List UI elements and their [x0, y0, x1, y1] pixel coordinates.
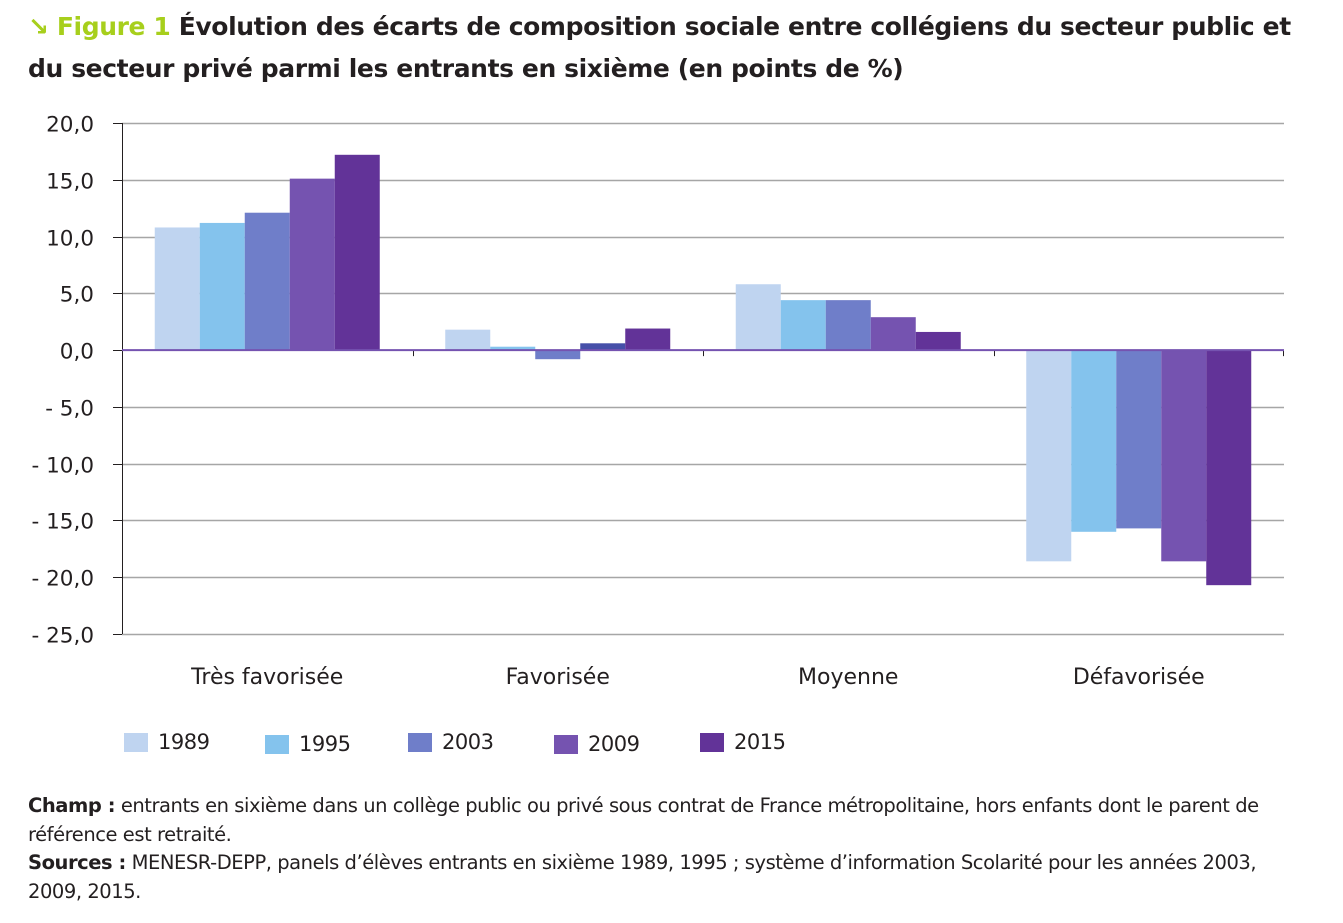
bars	[154, 154, 1252, 586]
sources-note: Sources : MENESR-DEPP, panels d’élèves e…	[28, 849, 1278, 906]
bar-1989-0	[154, 227, 200, 351]
legend-label: 2009	[588, 732, 640, 756]
sources-text: MENESR-DEPP, panels d’élèves entrants en…	[28, 851, 1257, 903]
figure-notes: Champ : entrants en sixième dans un coll…	[28, 792, 1278, 906]
bar-1995-2	[780, 300, 826, 351]
y-tick-label: - 10,0	[32, 454, 94, 479]
bar-2015-0	[334, 154, 380, 351]
bar-2015-3	[1206, 350, 1252, 586]
legend-item-2003: 2003	[408, 730, 494, 754]
legend-label: 1989	[158, 730, 210, 754]
bar-2003-0	[244, 212, 290, 351]
y-tick-label: 10,0	[46, 227, 94, 252]
bar-chart: 20,0 15,0 10,0 5,0 0,0 - 5,0 - 10,0 - 15,0 - 20,…	[32, 113, 1284, 690]
legend-label: 1995	[299, 732, 351, 756]
x-tick-labels: Très favorisée Favorisée Moyenne Défavorisé…	[190, 665, 1205, 690]
bar-1995-1	[490, 346, 536, 351]
figure-label: Figure 1	[56, 12, 171, 41]
champ-text: entrants en sixième dans un collège publ…	[28, 794, 1259, 846]
bar-2009-2	[870, 317, 916, 351]
y-tick-label: - 5,0	[45, 397, 94, 422]
legend-swatch	[700, 732, 724, 752]
y-tick-label: - 15,0	[32, 510, 94, 535]
axes	[113, 123, 1284, 635]
champ-note: Champ : entrants en sixième dans un coll…	[28, 792, 1278, 849]
bar-2003-3	[1116, 350, 1162, 529]
x-tick-label: Défavorisée	[1073, 665, 1205, 690]
y-tick-label: 5,0	[60, 283, 94, 308]
bar-2009-1	[580, 343, 626, 351]
legend-label: 2003	[442, 730, 494, 754]
bar-1995-0	[199, 222, 245, 351]
bar-1989-1	[445, 329, 491, 351]
legend-item-2009: 2009	[554, 732, 640, 756]
bar-2003-1	[535, 350, 581, 360]
y-tick-label: 15,0	[46, 170, 94, 195]
arrow-down-right-icon: ↘	[28, 12, 49, 41]
legend-swatch	[265, 734, 289, 754]
bar-2015-2	[915, 331, 961, 351]
legend-item-2015: 2015	[700, 730, 786, 754]
legend-swatch	[408, 732, 432, 752]
figure-title-text: Évolution des écarts de composition soci…	[28, 12, 1291, 83]
x-tick-label: Très favorisée	[190, 665, 343, 690]
legend-item-1995: 1995	[265, 732, 351, 756]
bar-2003-2	[825, 300, 871, 351]
figure-title: ↘ Figure 1 Évolution des écarts de compo…	[28, 6, 1328, 90]
bar-2009-0	[289, 178, 335, 351]
bar-2009-3	[1161, 350, 1207, 562]
y-tick-label: 20,0	[46, 113, 94, 138]
x-tick-label: Favorisée	[506, 665, 610, 690]
legend-label: 2015	[734, 730, 786, 754]
y-tick-label: 0,0	[60, 340, 94, 365]
bar-1995-3	[1071, 350, 1117, 532]
legend-swatch	[124, 732, 148, 752]
x-tick-label: Moyenne	[798, 665, 898, 690]
bar-1989-3	[1026, 350, 1072, 562]
legend-item-1989: 1989	[124, 730, 210, 754]
champ-label: Champ :	[28, 794, 116, 817]
sources-label: Sources :	[28, 851, 126, 874]
y-tick-labels: 20,0 15,0 10,0 5,0 0,0 - 5,0 - 10,0 - 15,0 - 20,…	[32, 113, 94, 649]
bar-2015-1	[625, 328, 671, 351]
legend-swatch	[554, 734, 578, 754]
y-tick-label: - 25,0	[32, 624, 94, 649]
bar-1989-2	[735, 284, 781, 351]
y-tick-label: - 20,0	[32, 567, 94, 592]
